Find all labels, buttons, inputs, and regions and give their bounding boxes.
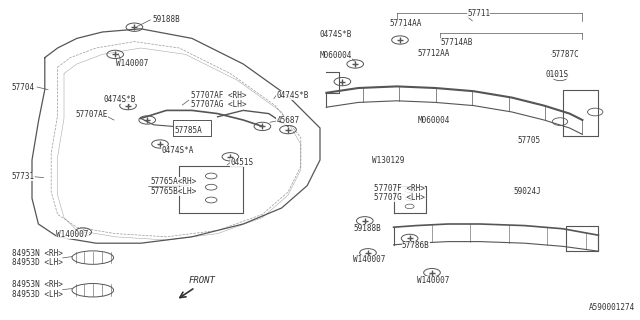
- Text: FRONT: FRONT: [189, 276, 216, 285]
- Text: 57711: 57711: [467, 9, 490, 18]
- Text: 57707G <LH>: 57707G <LH>: [374, 193, 425, 202]
- Text: 57786B: 57786B: [402, 241, 429, 250]
- Text: W140007: W140007: [56, 230, 89, 239]
- Text: 0474S*A: 0474S*A: [161, 146, 194, 155]
- Text: 57707AF <RH>: 57707AF <RH>: [191, 91, 246, 100]
- Text: 0474S*B: 0474S*B: [276, 91, 309, 100]
- Text: 57707AE: 57707AE: [76, 110, 108, 119]
- Text: 0451S: 0451S: [230, 158, 253, 167]
- Text: 0474S*B: 0474S*B: [320, 30, 353, 39]
- Text: 57731: 57731: [12, 172, 35, 181]
- Text: 57765A<RH>: 57765A<RH>: [150, 177, 196, 186]
- Text: 57705: 57705: [517, 136, 540, 145]
- Text: 59188B: 59188B: [353, 224, 381, 233]
- Text: 57707AG <LH>: 57707AG <LH>: [191, 100, 246, 109]
- Text: W140007: W140007: [353, 255, 386, 264]
- Text: 45687: 45687: [276, 116, 300, 125]
- Text: 57787C: 57787C: [552, 50, 579, 59]
- Text: W140007: W140007: [116, 59, 149, 68]
- Text: 59188B: 59188B: [152, 15, 180, 24]
- Text: 57765B<LH>: 57765B<LH>: [150, 187, 196, 196]
- Text: 57714AB: 57714AB: [440, 38, 473, 47]
- Text: M060004: M060004: [417, 116, 450, 125]
- Text: M060004: M060004: [320, 51, 353, 60]
- Text: 84953N <RH>: 84953N <RH>: [12, 249, 62, 258]
- Text: W130129: W130129: [372, 156, 405, 165]
- Text: 84953N <RH>: 84953N <RH>: [12, 280, 62, 289]
- Text: 57714AA: 57714AA: [389, 19, 422, 28]
- Text: A590001274: A590001274: [589, 303, 635, 312]
- Text: 57704: 57704: [12, 83, 35, 92]
- Text: 84953D <LH>: 84953D <LH>: [12, 290, 62, 299]
- Text: 57707F <RH>: 57707F <RH>: [374, 184, 425, 193]
- Text: 0101S: 0101S: [545, 70, 568, 79]
- Text: 59024J: 59024J: [513, 187, 541, 196]
- Text: 57712AA: 57712AA: [417, 49, 450, 58]
- Text: 84953D <LH>: 84953D <LH>: [12, 258, 62, 267]
- Text: W140007: W140007: [417, 276, 450, 285]
- Text: 57785A: 57785A: [175, 126, 202, 135]
- Text: 0474S*B: 0474S*B: [104, 95, 136, 104]
